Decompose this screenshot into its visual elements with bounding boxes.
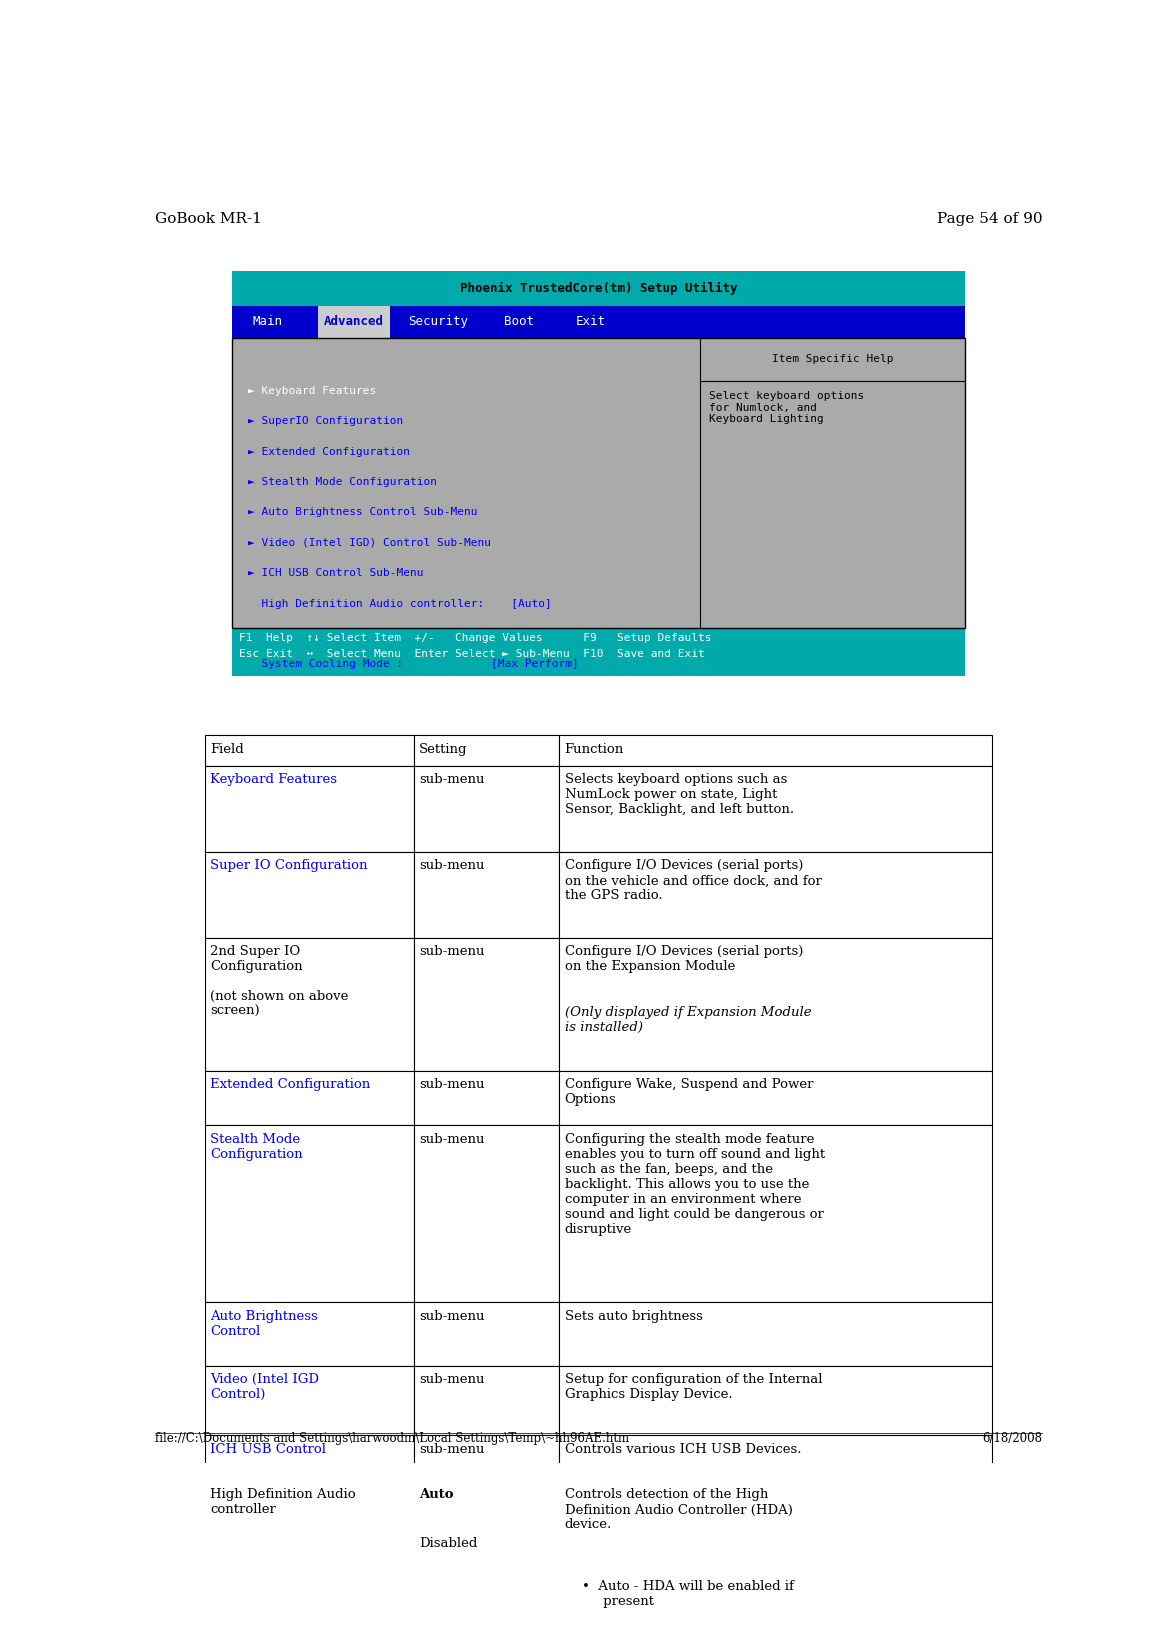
Text: GoBook MR-1: GoBook MR-1 [155,212,262,227]
FancyBboxPatch shape [232,628,965,676]
FancyBboxPatch shape [413,735,559,766]
FancyBboxPatch shape [204,735,413,766]
FancyBboxPatch shape [559,766,993,852]
Text: sub-menu: sub-menu [419,1133,485,1146]
Text: ► Auto Brightness Control Sub-Menu: ► Auto Brightness Control Sub-Menu [249,508,478,518]
Text: sub-menu: sub-menu [419,773,485,786]
Text: Setting: Setting [419,743,467,756]
Text: F1  Help  ↑↓ Select Item  +/-   Change Values      F9   Setup Defaults: F1 Help ↑↓ Select Item +/- Change Values… [239,633,711,643]
Text: sub-menu: sub-menu [419,1310,485,1323]
FancyBboxPatch shape [204,937,413,1070]
Text: Auto Brightness
Control: Auto Brightness Control [210,1310,318,1338]
Text: Super IO Configuration: Super IO Configuration [210,860,368,873]
Text: Security: Security [409,316,468,329]
Text: sub-menu: sub-menu [419,860,485,873]
FancyBboxPatch shape [559,852,993,937]
FancyBboxPatch shape [232,306,965,337]
Text: (Only displayed if Expansion Module
is installed): (Only displayed if Expansion Module is i… [564,1006,812,1034]
Text: Phoenix TrustedCore(tm) Setup Utility: Phoenix TrustedCore(tm) Setup Utility [460,281,737,294]
Text: Keyboard Features: Keyboard Features [210,773,338,786]
Text: Select keyboard options
for Numlock, and
Keyboard Lighting: Select keyboard options for Numlock, and… [709,391,864,424]
FancyBboxPatch shape [559,1070,993,1124]
FancyBboxPatch shape [413,766,559,852]
Text: Controls various ICH USB Devices.: Controls various ICH USB Devices. [564,1443,801,1457]
FancyBboxPatch shape [204,1481,413,1644]
Text: Controls detection of the High
Definition Audio Controller (HDA)
device.: Controls detection of the High Definitio… [564,1488,793,1532]
Text: Main: Main [252,316,283,329]
FancyBboxPatch shape [559,1435,993,1481]
Text: Setup for configuration of the Internal
Graphics Display Device.: Setup for configuration of the Internal … [564,1373,822,1401]
FancyBboxPatch shape [413,1070,559,1124]
FancyBboxPatch shape [318,306,390,337]
Text: Advanced: Advanced [325,316,384,329]
Text: ► Keyboard Features: ► Keyboard Features [249,386,376,396]
Text: Sets auto brightness: Sets auto brightness [564,1310,702,1323]
FancyBboxPatch shape [204,852,413,937]
Text: 6/18/2008: 6/18/2008 [982,1432,1042,1445]
FancyBboxPatch shape [204,1302,413,1366]
FancyBboxPatch shape [559,1124,993,1302]
Text: Exit: Exit [576,316,606,329]
Text: Video (Intel IGD
Control): Video (Intel IGD Control) [210,1373,319,1401]
FancyBboxPatch shape [232,271,965,306]
Text: •  Auto - HDA will be enabled if
         present: • Auto - HDA will be enabled if present [564,1580,793,1608]
FancyBboxPatch shape [204,766,413,852]
Text: Page 54 of 90: Page 54 of 90 [937,212,1042,227]
Text: Configure Wake, Suspend and Power
Options: Configure Wake, Suspend and Power Option… [564,1078,813,1106]
Text: file://C:\Documents and Settings\harwoodm\Local Settings\Temp\~hh96AE.htm: file://C:\Documents and Settings\harwood… [155,1432,630,1445]
Text: Extended Configuration: Extended Configuration [210,1078,370,1092]
FancyBboxPatch shape [559,735,993,766]
Text: Disabled: Disabled [419,1537,478,1550]
FancyBboxPatch shape [232,337,965,628]
Text: sub-menu: sub-menu [419,1078,485,1092]
FancyBboxPatch shape [559,937,993,1070]
Text: Configure I/O Devices (serial ports)
on the Expansion Module: Configure I/O Devices (serial ports) on … [564,945,804,973]
Text: ► Extended Configuration: ► Extended Configuration [249,447,410,457]
FancyBboxPatch shape [559,1366,993,1435]
Text: ICH USB Control: ICH USB Control [210,1443,326,1457]
FancyBboxPatch shape [413,1481,559,1644]
Text: Item Specific Help: Item Specific Help [772,355,894,365]
FancyBboxPatch shape [413,1435,559,1481]
FancyBboxPatch shape [413,852,559,937]
Text: Esc Exit  ↔  Select Menu  Enter Select ► Sub-Menu  F10  Save and Exit: Esc Exit ↔ Select Menu Enter Select ► Su… [239,649,705,659]
Text: Selects keyboard options such as
NumLock power on state, Light
Sensor, Backlight: Selects keyboard options such as NumLock… [564,773,794,817]
FancyBboxPatch shape [559,1481,993,1644]
Text: 2nd Super IO
Configuration

(not shown on above
screen): 2nd Super IO Configuration (not shown on… [210,945,348,1018]
FancyBboxPatch shape [413,1366,559,1435]
Text: High Definition Audio
controller: High Definition Audio controller [210,1488,356,1516]
Text: Stealth Mode
Configuration: Stealth Mode Configuration [210,1133,303,1161]
FancyBboxPatch shape [204,1070,413,1124]
Text: High Definition Audio controller:    [Auto]: High Definition Audio controller: [Auto] [249,598,552,608]
Text: ► Stealth Mode Configuration: ► Stealth Mode Configuration [249,477,437,487]
FancyBboxPatch shape [204,1124,413,1302]
FancyBboxPatch shape [559,1302,993,1366]
Text: System Cooling Mode :             [Max Perform]: System Cooling Mode : [Max Perform] [249,659,579,669]
Text: Configuring the stealth mode feature
enables you to turn off sound and light
suc: Configuring the stealth mode feature ena… [564,1133,825,1236]
FancyBboxPatch shape [413,1124,559,1302]
Text: Boot: Boot [503,316,534,329]
Text: sub-menu: sub-menu [419,945,485,958]
FancyBboxPatch shape [413,937,559,1070]
FancyBboxPatch shape [204,1435,413,1481]
FancyBboxPatch shape [204,1366,413,1435]
FancyBboxPatch shape [413,1302,559,1366]
Text: Field: Field [210,743,244,756]
Text: Function: Function [564,743,624,756]
Text: ► SuperIO Configuration: ► SuperIO Configuration [249,416,403,426]
Text: sub-menu: sub-menu [419,1443,485,1457]
Text: sub-menu: sub-menu [419,1373,485,1386]
Text: ► Video (Intel IGD) Control Sub-Menu: ► Video (Intel IGD) Control Sub-Menu [249,538,492,547]
Text: Configure I/O Devices (serial ports)
on the vehicle and office dock, and for
the: Configure I/O Devices (serial ports) on … [564,860,821,903]
Text: ► ICH USB Control Sub-Menu: ► ICH USB Control Sub-Menu [249,569,424,579]
Text: Auto: Auto [419,1488,453,1501]
